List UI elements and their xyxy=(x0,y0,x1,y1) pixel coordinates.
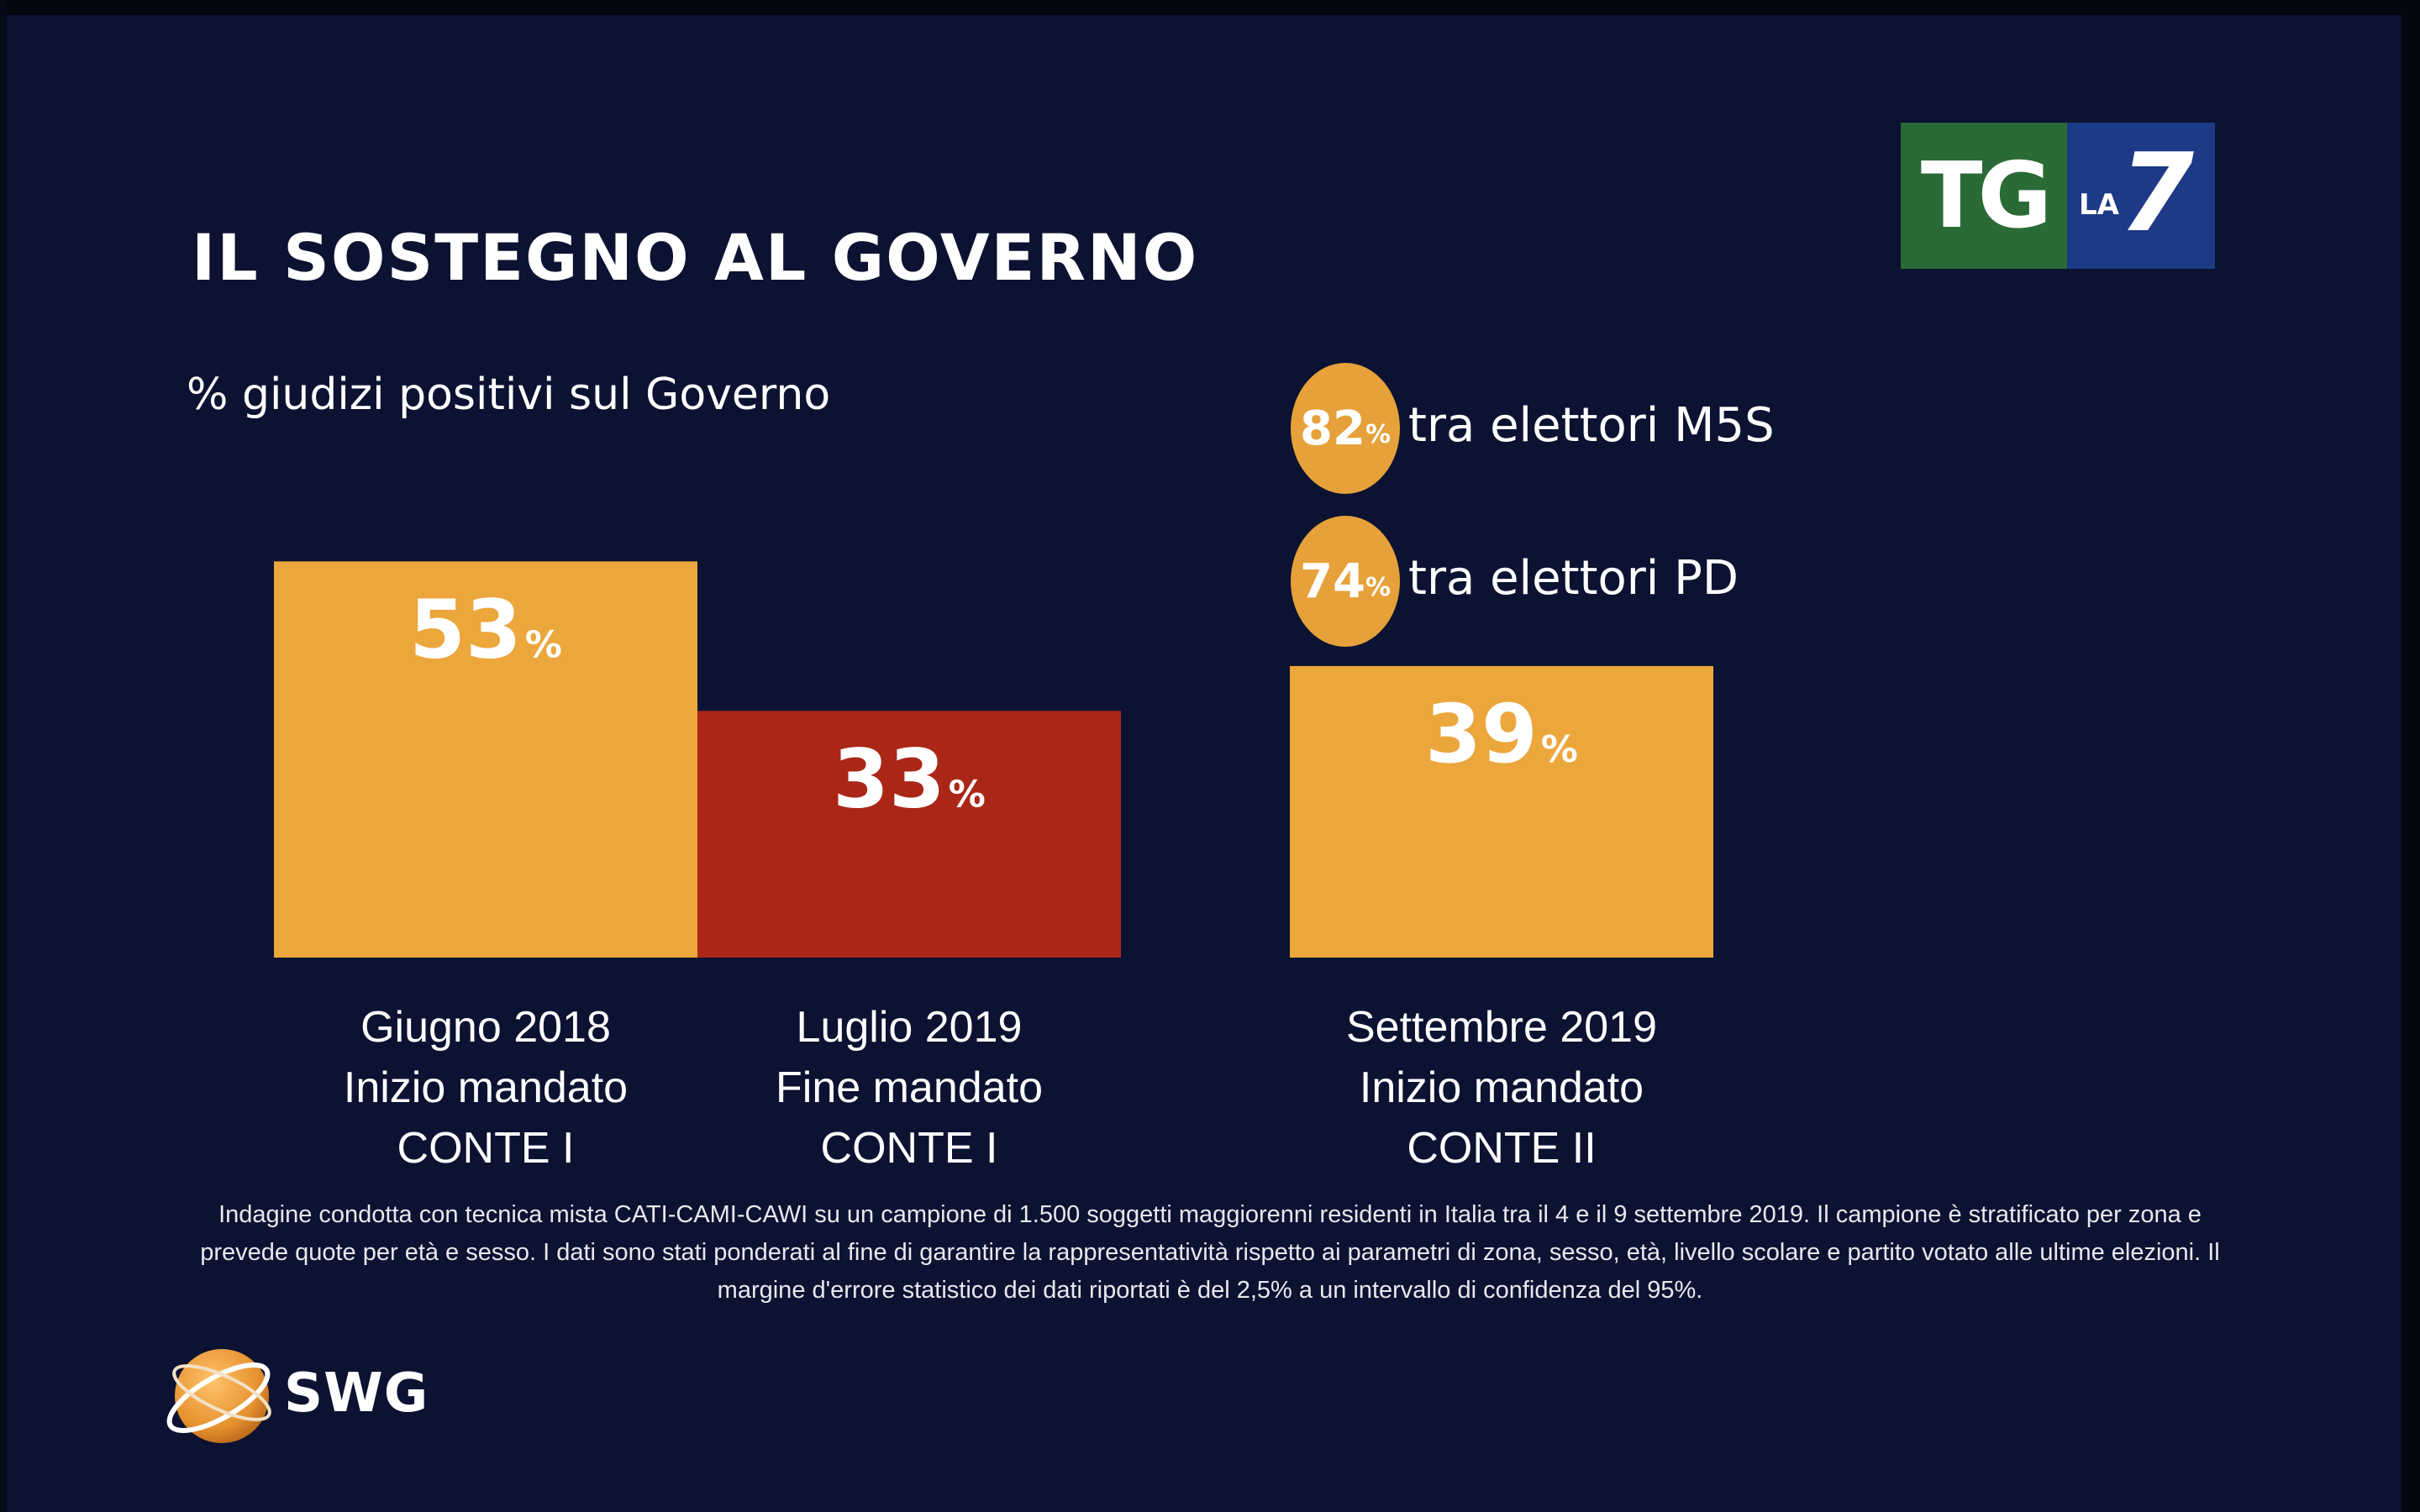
swg-globe-icon xyxy=(166,1349,271,1443)
bar-value-label-0: 53% xyxy=(409,582,562,676)
chart-title: IL SOSTEGNO AL GOVERNO xyxy=(192,220,1199,295)
methodology-note: Indagine condotta con tecnica mista CATI… xyxy=(200,1201,2220,1304)
bullet-m5s-unit: % xyxy=(1365,419,1391,449)
bar-2 xyxy=(1290,665,1713,958)
category-label-0-2: CONTE I xyxy=(397,1124,575,1173)
frame-top xyxy=(0,0,2420,15)
category-label-0-0: Giugno 2018 xyxy=(360,1003,611,1052)
bullet-pd-circle: 74% xyxy=(1291,516,1400,647)
category-label-0-1: Inizio mandato xyxy=(344,1063,628,1112)
category-label-2-1: Inizio mandato xyxy=(1360,1063,1644,1112)
bullet-m5s: 82% tra elettori M5S xyxy=(1291,363,1879,494)
category-label-1-1: Fine mandato xyxy=(776,1063,1043,1112)
bullet-pd-unit: % xyxy=(1365,572,1391,602)
chart-subtitle: % giudizi positivi sul Governo xyxy=(187,370,831,420)
bar-value-label-1: 33% xyxy=(833,732,986,826)
bullet-m5s-value: 82 xyxy=(1300,401,1365,456)
swg-logo-text: SWG xyxy=(284,1362,429,1425)
bullet-pd-text: tra elettori PD xyxy=(1408,551,1739,606)
tg-la7-logo: TG LA 7 xyxy=(1901,123,2215,269)
bar-value-1: 33 xyxy=(833,732,945,826)
bar-value-2: 39 xyxy=(1425,687,1538,781)
frame-right xyxy=(2402,0,2420,1512)
swg-logo: SWG xyxy=(160,1332,445,1458)
bar-1 xyxy=(697,711,1121,958)
bar-value-label-2: 39% xyxy=(1425,687,1578,781)
bar-value-0: 53 xyxy=(409,582,522,676)
bullet-m5s-circle: 82% xyxy=(1291,363,1400,494)
bullet-m5s-text: tra elettori M5S xyxy=(1408,398,1775,453)
logo-tg: TG xyxy=(1901,123,2067,269)
logo-la: LA xyxy=(2079,188,2119,222)
bar-unit-2: % xyxy=(1541,728,1578,771)
category-label-2-0: Settembre 2019 xyxy=(1346,1003,1657,1052)
category-label-1-0: Luglio 2019 xyxy=(797,1003,1023,1052)
logo-seven: 7 xyxy=(2119,131,2195,256)
frame-left xyxy=(0,0,7,1512)
bar-0 xyxy=(274,561,697,958)
bullet-pd-value: 74 xyxy=(1300,554,1365,609)
bar-unit-0: % xyxy=(525,623,562,666)
category-label-2-2: CONTE II xyxy=(1407,1124,1596,1173)
category-label-1-2: CONTE I xyxy=(821,1124,998,1173)
bullet-pd: 74% tra elettori PD xyxy=(1291,516,1879,647)
logo-la7: LA 7 xyxy=(2067,123,2215,269)
bar-unit-1: % xyxy=(949,773,986,816)
